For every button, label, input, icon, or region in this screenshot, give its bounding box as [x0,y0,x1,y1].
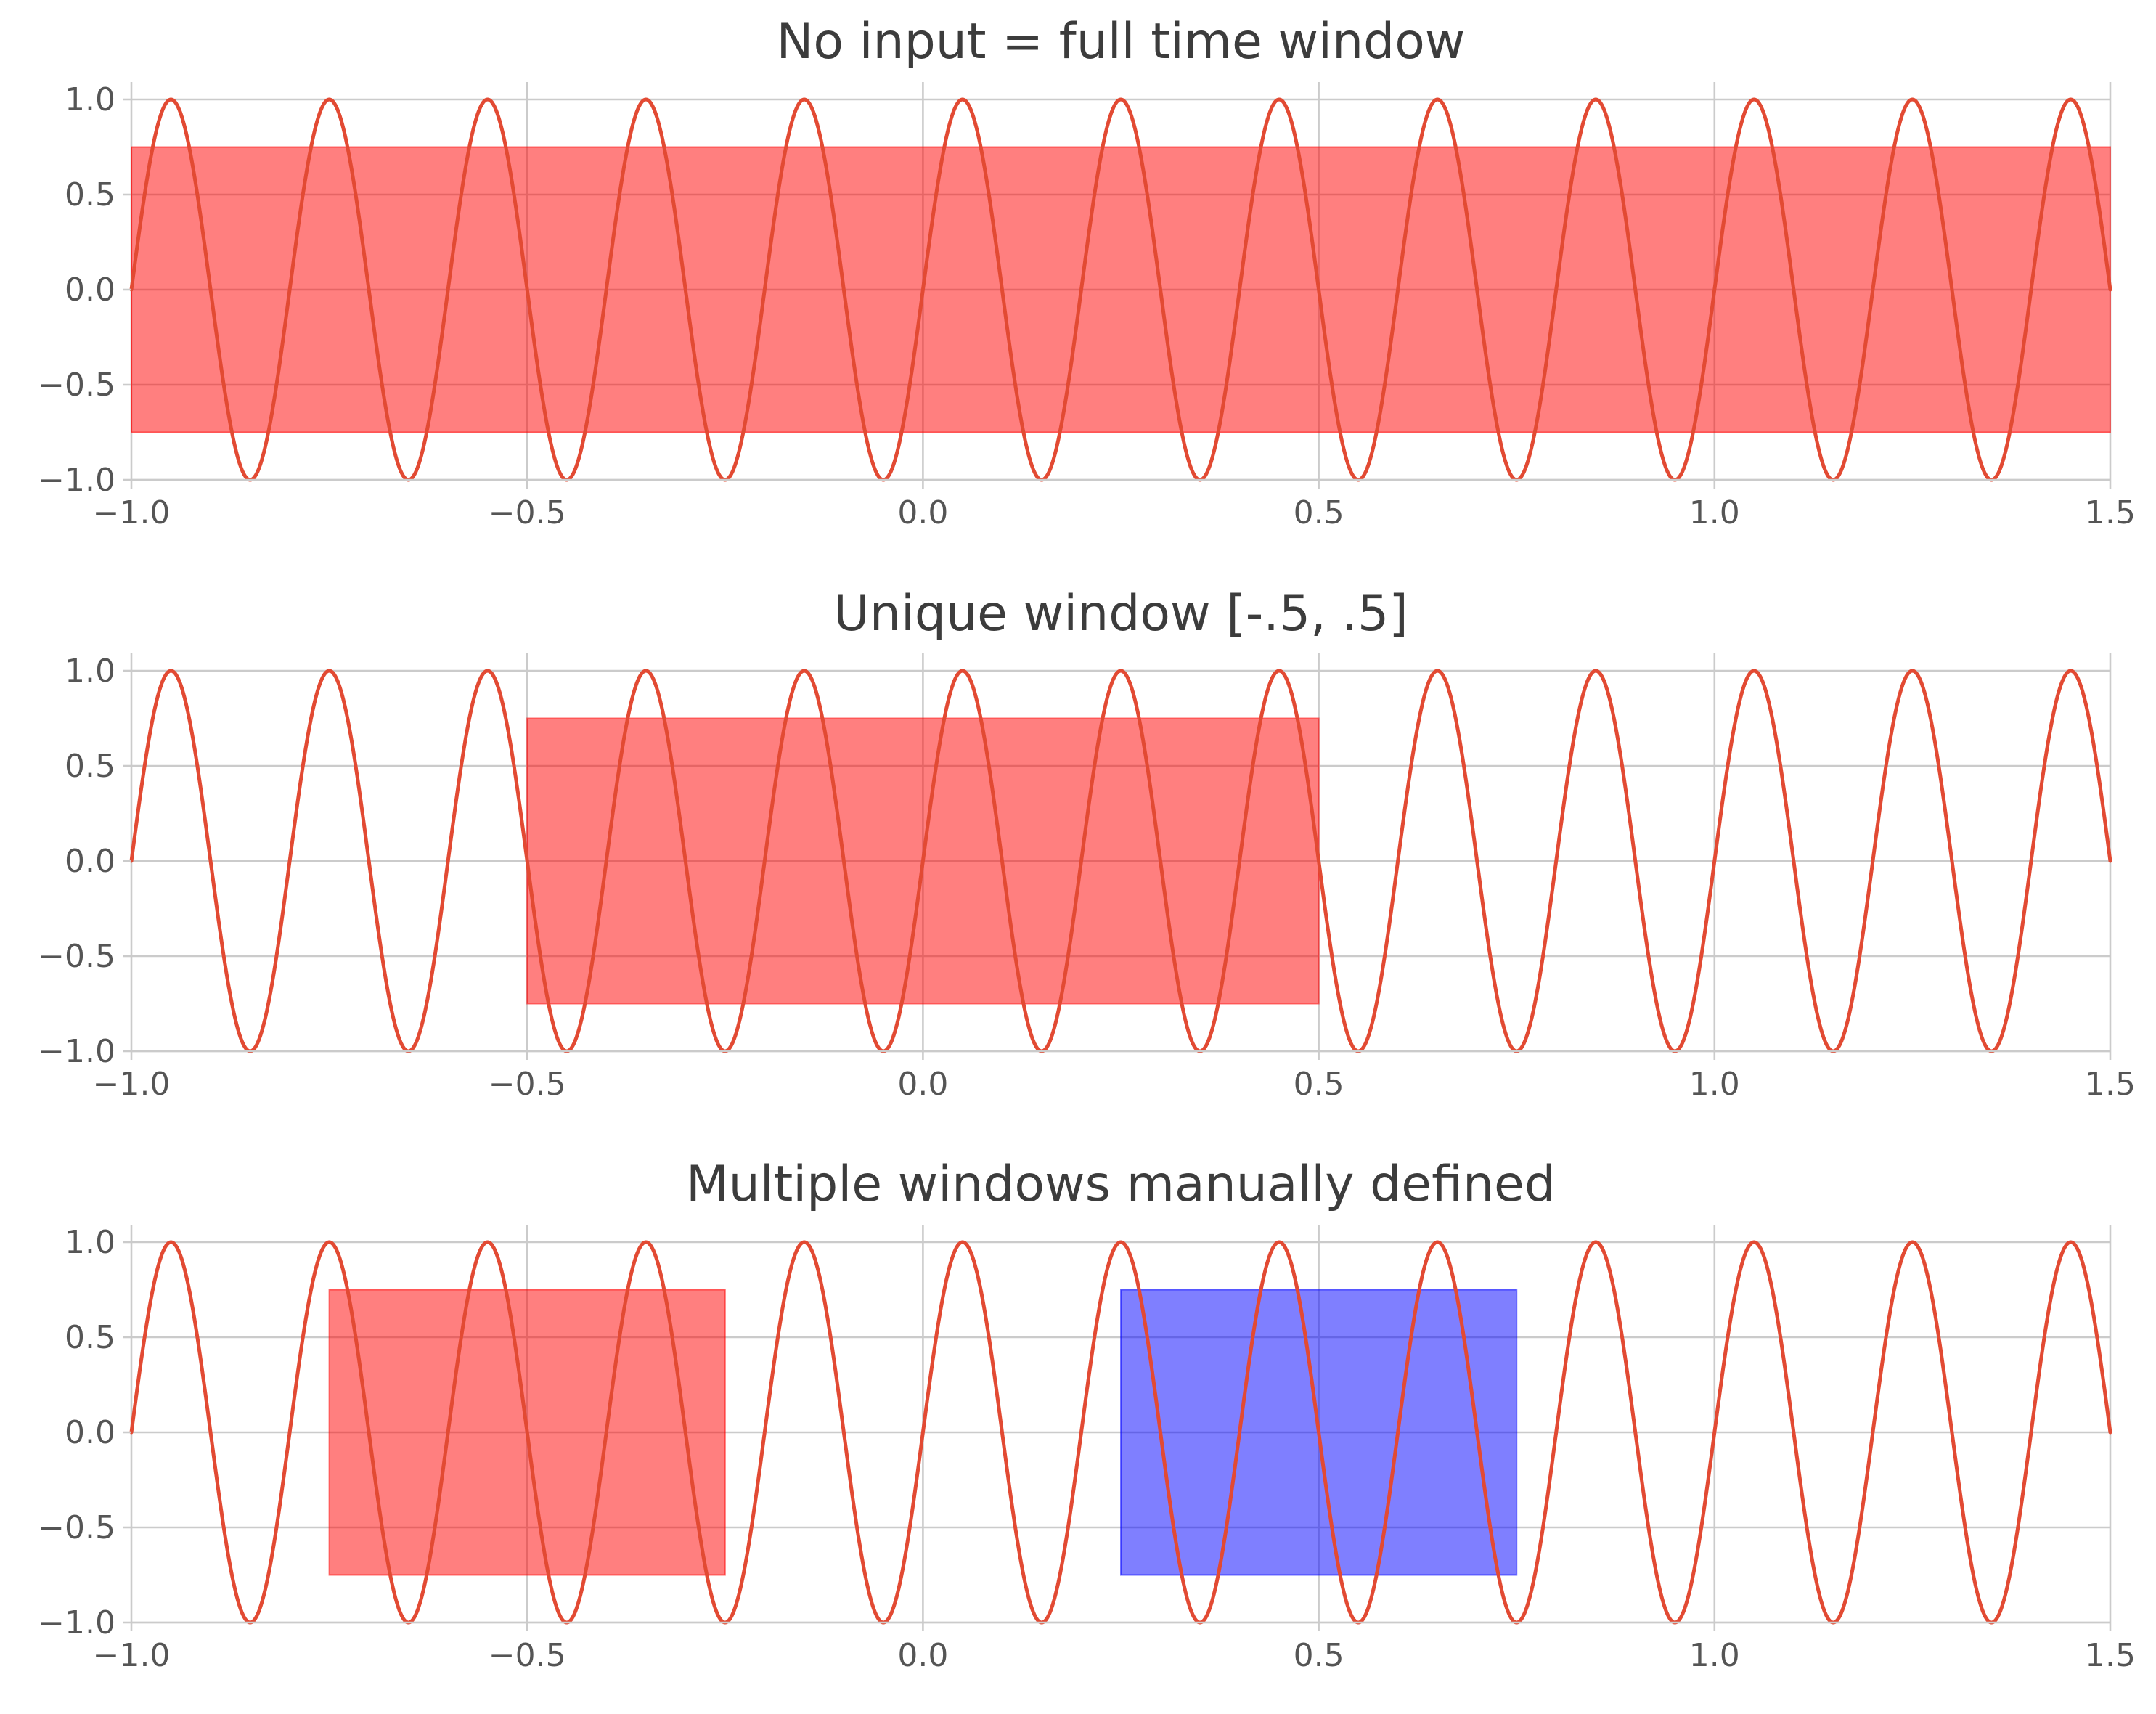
y-tick-label: −0.5 [38,1509,115,1546]
plot-area: −1.0 −0.5 0.0 0.5 1.0 1.5 1.0 0.5 0.0 −0.5 −1.0 [38,1224,2136,1674]
x-tick-label: −0.5 [489,1066,566,1103]
x-tick-label: −1.0 [93,1637,171,1674]
y-tick-label: 1.0 [65,653,115,690]
panel-title: No input = full time window [777,13,1466,70]
panel-full-window: No input = full time window −1.0 −0.5 0.0 0… [38,13,2136,531]
signal-line [129,1240,2112,1625]
y-tick-label: −0.5 [38,367,115,404]
y-tick-label: 0.0 [65,272,115,309]
panel-unique-window: Unique window [-.5, .5] −1.0 −0.5 0.0 0.5 1.… [38,585,2136,1103]
x-tick-label: −1.0 [93,494,171,531]
x-tick-label: −1.0 [93,1066,171,1103]
x-tick-label: 0.0 [897,1637,948,1674]
x-tick-label: 1.0 [1689,1637,1740,1674]
y-tick-label: −1.0 [38,1033,115,1070]
panel-title: Multiple windows manually defined [686,1156,1556,1213]
x-tick-label: 0.5 [1294,494,1344,531]
y-tick-label: −0.5 [38,938,115,975]
y-tick-label: −1.0 [38,462,115,499]
signal-line [129,669,2112,1053]
x-tick-label: −0.5 [489,1637,566,1674]
y-tick-label: 0.0 [65,1414,115,1451]
y-tick-label: 1.0 [65,81,115,118]
x-tick-label: 1.5 [2085,1066,2136,1103]
plot-area: −1.0 −0.5 0.0 0.5 1.0 1.5 1.0 0.5 0.0 −0.5 −1.0 [38,653,2136,1103]
x-tick-label: 1.0 [1689,1066,1740,1103]
y-tick-label: 0.5 [65,748,115,785]
time-window-1 [131,146,2111,433]
x-tick-label: −0.5 [489,494,566,531]
panel-title: Unique window [-.5, .5] [833,585,1408,642]
y-tick-label: −1.0 [38,1604,115,1641]
y-tick-label: 0.5 [65,176,115,213]
x-tick-label: 1.5 [2085,494,2136,531]
y-tick-label: 0.0 [65,843,115,880]
x-tick-label: 1.0 [1689,494,1740,531]
x-tick-label: 0.0 [897,1066,948,1103]
y-tick-label: 1.0 [65,1224,115,1261]
panel-multiple-windows: Multiple windows manually defined −1.0 −0… [38,1156,2136,1674]
x-tick-label: 0.5 [1294,1637,1344,1674]
signal-line [129,97,2112,482]
x-tick-label: 0.0 [897,494,948,531]
x-tick-label: 1.5 [2085,1637,2136,1674]
y-tick-label: 0.5 [65,1319,115,1356]
x-tick-label: 0.5 [1294,1066,1344,1103]
plot-area: −1.0 −0.5 0.0 0.5 1.0 1.5 1.0 0.5 0.0 −0.5 −1.0 [38,81,2136,531]
